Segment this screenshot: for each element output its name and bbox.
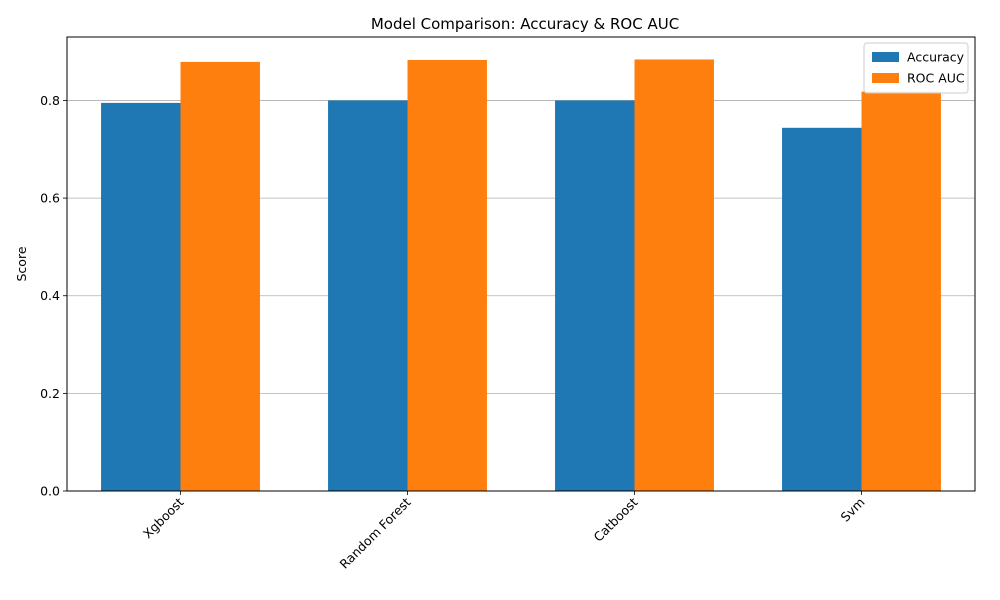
y-axis: 0.0 0.2 0.4 0.6 0.8	[40, 93, 67, 499]
legend-label: ROC AUC	[907, 71, 965, 86]
bar-roc-auc	[634, 59, 714, 492]
y-tick-label: 0.2	[40, 386, 60, 401]
y-tick-label: 0.4	[40, 288, 60, 303]
bar-accuracy	[101, 102, 181, 491]
y-tick-label: 0.8	[40, 93, 60, 108]
bar-roc-auc	[407, 59, 487, 491]
chart-title: Model Comparison: Accuracy & ROC AUC	[371, 15, 679, 33]
y-axis-label: Score	[14, 246, 29, 281]
legend-swatch	[872, 52, 899, 62]
plot-frame	[66, 36, 976, 492]
bar-roc-auc	[180, 61, 260, 491]
bar-accuracy	[328, 100, 408, 491]
bar-accuracy	[555, 100, 635, 491]
legend-label: Accuracy	[907, 50, 965, 65]
bar-roc-auc	[861, 91, 941, 492]
bars	[101, 59, 941, 492]
legend: Accuracy ROC AUC	[863, 42, 969, 94]
bar-accuracy	[782, 127, 862, 492]
y-tick-label: 0.6	[40, 191, 60, 206]
legend-swatch	[872, 73, 899, 83]
y-tick-label: 0.0	[40, 484, 60, 499]
